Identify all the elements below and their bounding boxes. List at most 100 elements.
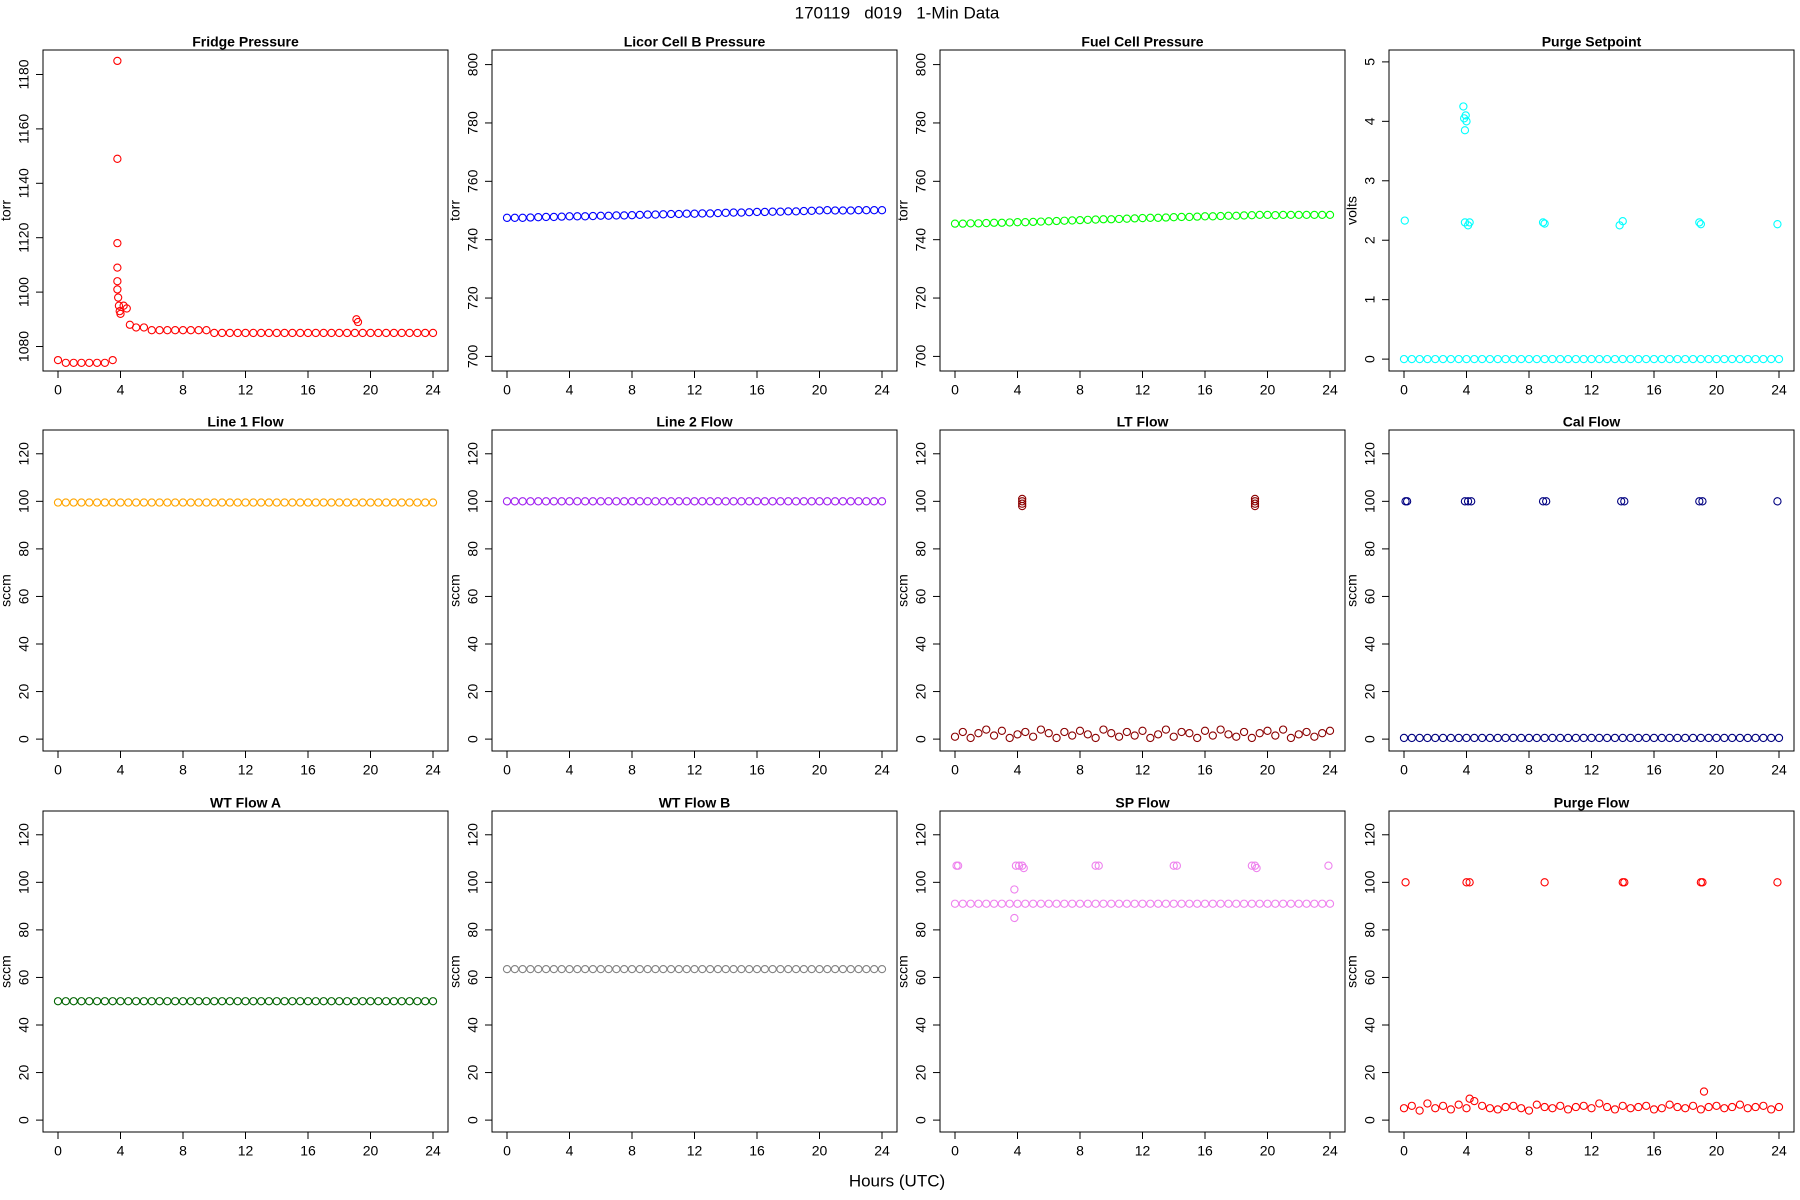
- point: [1177, 727, 1186, 737]
- point: [1563, 1105, 1573, 1114]
- point: [1310, 899, 1319, 908]
- point: [1146, 213, 1155, 222]
- point: [428, 328, 438, 338]
- x-tick-label: 20: [363, 382, 379, 398]
- point: [1044, 217, 1053, 226]
- point: [1083, 730, 1092, 739]
- point: [1501, 1102, 1510, 1112]
- point: [413, 498, 422, 507]
- point: [1200, 899, 1210, 908]
- point: [1400, 216, 1409, 225]
- point: [1208, 212, 1217, 221]
- point: [823, 497, 832, 506]
- point: [1751, 1102, 1760, 1112]
- point: [612, 497, 621, 506]
- point: [1091, 899, 1100, 908]
- point: [958, 727, 967, 737]
- point: [1767, 354, 1776, 364]
- point: [784, 207, 793, 216]
- point: [374, 997, 383, 1006]
- point: [1626, 1104, 1635, 1113]
- y-tick-label: 0: [465, 1116, 481, 1124]
- x-tick-label: 12: [1584, 762, 1600, 778]
- point: [1485, 733, 1495, 743]
- point: [604, 497, 613, 506]
- point: [565, 497, 574, 506]
- point: [1177, 899, 1186, 908]
- point: [549, 212, 559, 222]
- y-tick-label: 60: [913, 588, 929, 604]
- point: [264, 997, 274, 1006]
- point: [225, 997, 235, 1006]
- y-tick-label: 0: [913, 735, 929, 743]
- point: [982, 218, 991, 228]
- point: [124, 997, 133, 1006]
- point: [92, 997, 102, 1006]
- point: [405, 328, 414, 338]
- point: [353, 317, 363, 327]
- point: [1044, 899, 1053, 908]
- point: [1232, 211, 1241, 220]
- y-axis-label: sccm: [447, 574, 463, 607]
- y-tick-label: 2: [1362, 236, 1378, 244]
- point: [1250, 861, 1260, 870]
- point: [596, 964, 605, 974]
- point: [1517, 733, 1526, 743]
- point: [1399, 1104, 1409, 1113]
- point: [1318, 899, 1327, 908]
- x-tick-label: 0: [54, 1143, 62, 1159]
- point: [178, 326, 188, 335]
- point: [69, 997, 78, 1006]
- point: [1423, 733, 1432, 743]
- point: [210, 997, 219, 1006]
- point: [61, 997, 70, 1006]
- point: [1239, 899, 1249, 908]
- point: [1532, 354, 1541, 364]
- y-axis-label: volts: [1344, 196, 1360, 225]
- point: [1673, 354, 1682, 364]
- point: [1263, 899, 1272, 908]
- point: [989, 731, 999, 740]
- point: [186, 498, 195, 507]
- x-tick-label: 8: [628, 382, 636, 398]
- y-tick-label: 1140: [16, 168, 32, 198]
- x-tick-label: 0: [503, 382, 511, 398]
- point: [1542, 497, 1551, 506]
- y-axis-label: sccm: [447, 955, 463, 988]
- point: [974, 729, 983, 738]
- point: [113, 263, 122, 272]
- point: [737, 497, 746, 506]
- point: [1477, 1101, 1487, 1110]
- point: [147, 498, 156, 507]
- point: [1250, 497, 1260, 506]
- point: [950, 219, 960, 228]
- point: [1751, 733, 1760, 743]
- y-tick-label: 700: [465, 345, 481, 369]
- point: [643, 964, 652, 974]
- point: [1642, 1101, 1651, 1110]
- x-tick-label: 20: [1260, 1143, 1276, 1159]
- point: [1618, 354, 1627, 364]
- point: [713, 208, 723, 218]
- panel: SP Flow sccm 0 4 8 12 16 20 24 0 20 40 60 80 100 120: [895, 795, 1346, 1159]
- point: [256, 328, 266, 338]
- x-tick-label: 24: [1771, 1143, 1787, 1159]
- y-tick-label: 720: [913, 286, 929, 310]
- point: [1423, 1099, 1432, 1108]
- y-tick-label: 80: [16, 541, 32, 557]
- point: [366, 997, 375, 1006]
- point: [1271, 731, 1280, 740]
- point: [1618, 217, 1627, 226]
- point: [114, 293, 123, 302]
- point: [1036, 217, 1046, 226]
- point: [69, 358, 78, 367]
- point: [705, 497, 715, 506]
- plot-frame: [491, 429, 898, 752]
- point: [1169, 732, 1178, 741]
- point: [1463, 497, 1473, 506]
- point: [1438, 354, 1448, 364]
- point: [1759, 1101, 1768, 1110]
- point: [358, 498, 367, 507]
- point: [659, 210, 668, 219]
- point: [122, 304, 131, 313]
